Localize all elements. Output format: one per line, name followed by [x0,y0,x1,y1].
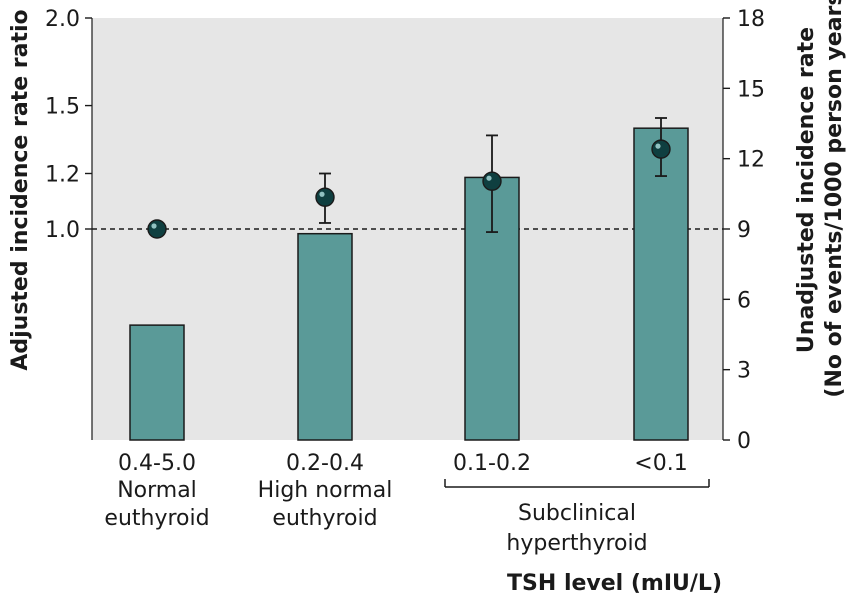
x-axis-title: TSH level (mIU/L) [507,571,722,596]
right-tick-label-2: 6 [737,288,751,313]
right-axis-title-line2: (No of events/1000 person years) [822,0,847,398]
category-name-0: Normal [117,478,197,503]
right-tick-label-5: 15 [737,77,765,102]
left-tick-label-2: 1.5 [45,95,80,120]
right-tick-label-3: 9 [737,218,751,243]
point-2 [482,171,502,191]
bar-1 [297,232,353,441]
left-tick-label-1: 1.2 [45,162,80,187]
left-tick-label-3: 2.0 [45,7,80,32]
right-tick-label-0: 0 [737,429,751,454]
category-range-2: 0.1-0.2 [453,451,531,476]
right-tick-label-1: 3 [737,359,751,384]
point-layer [147,139,671,239]
category-sub-0: euthyroid [104,506,209,531]
group-label-line2: hyperthyroid [506,531,647,556]
bar-3 [633,127,689,441]
point-3 [651,139,671,159]
point-highlight-2 [486,175,492,181]
category-name-1: High normal [258,478,393,503]
category-range-3: <0.1 [634,451,687,476]
left-axis: 1.0 1.2 1.5 2.0 [45,7,93,440]
category-sub-1: euthyroid [272,506,377,531]
right-axis: 0 3 6 9 12 15 18 [722,7,765,454]
category-range-0: 0.4-5.0 [118,451,196,476]
category-range-1: 0.2-0.4 [286,451,364,476]
point-highlight-1 [319,191,325,197]
left-tick-label-0: 1.0 [45,218,80,243]
bar-0 [129,324,185,441]
point-highlight-0 [151,223,157,229]
right-axis-title-line1: Unadjusted incidence rate [794,27,819,353]
left-axis-title: Adjusted incidence rate ratio [8,9,33,370]
point-highlight-3 [655,143,661,149]
right-tick-label-4: 12 [737,148,765,173]
point-0 [147,219,167,239]
point-1 [315,187,335,207]
right-tick-label-6: 18 [737,7,765,32]
group-label-line1: Subclinical [518,501,636,526]
